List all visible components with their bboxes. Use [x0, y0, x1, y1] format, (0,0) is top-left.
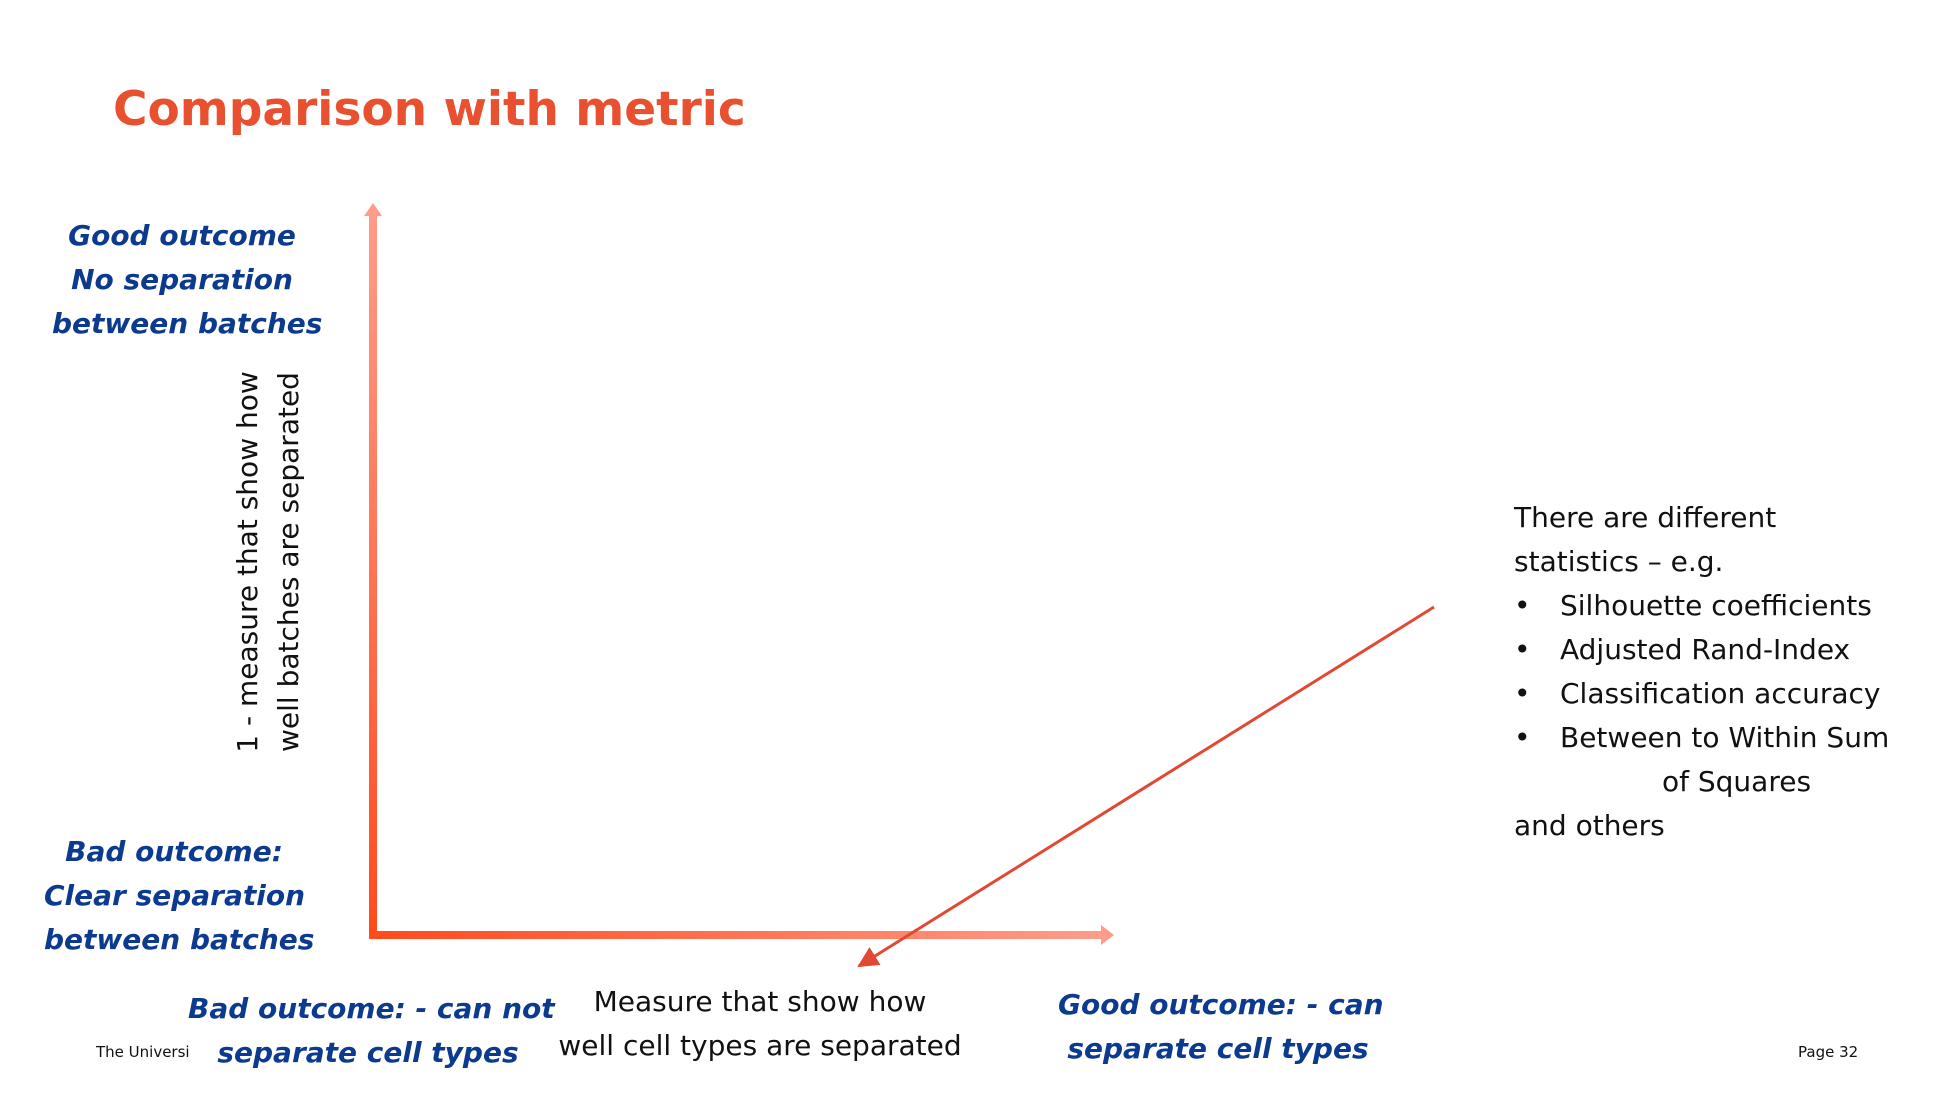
list-item: • Adjusted Rand-Index	[1514, 628, 1889, 672]
stats-outro-line: and others	[1514, 809, 1665, 842]
y-top-outcome-label: Good outcome No separation between batch…	[52, 219, 323, 340]
statistics-list: There are different statistics – e.g. • …	[1514, 496, 1889, 848]
x-left-outcome-label: Bad outcome: - can not separate cell typ…	[188, 992, 555, 1069]
bullet-icon: •	[1514, 589, 1531, 622]
x-axis-title: Measure that show how well cell types ar…	[558, 985, 962, 1062]
footer-left-text: The Universi	[96, 1043, 190, 1061]
stats-intro-line: statistics – e.g.	[1514, 545, 1724, 578]
bullet-icon: •	[1514, 633, 1531, 666]
page-number: Page 32	[1798, 1043, 1859, 1061]
y-axis-arrow	[364, 203, 382, 938]
y-bottom-outcome-label: Bad outcome: Clear separation between ba…	[44, 835, 315, 956]
page-title: Comparison with metric	[113, 82, 746, 137]
pointer-arrow	[857, 605, 1435, 968]
list-item: • Classification accuracy	[1514, 672, 1889, 716]
bullet-icon: •	[1514, 721, 1531, 754]
x-right-outcome-label: Good outcome: - can separate cell types	[1058, 988, 1384, 1065]
list-item: • Between to Within Sum	[1514, 716, 1889, 760]
stats-intro-line: There are different	[1514, 501, 1777, 534]
list-item-continuation: of Squares	[1662, 765, 1812, 798]
x-axis-arrow	[369, 925, 1114, 945]
list-item: • Silhouette coefficients	[1514, 584, 1889, 628]
bullet-icon: •	[1514, 677, 1531, 710]
